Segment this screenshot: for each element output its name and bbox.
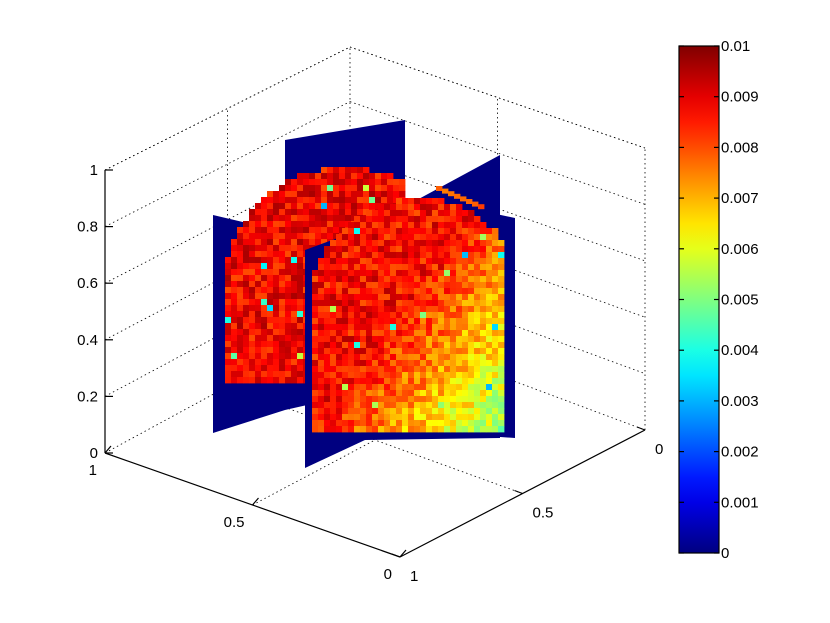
slice-voxels [312,198,505,433]
x-tick [391,553,401,558]
grid-line [104,319,351,454]
z-tick-label: 0.2 [77,388,98,405]
slice-planes [213,120,515,468]
x-tick-label: 1 [410,568,418,585]
colorbar-tick-label: 0.006 [721,241,759,258]
grid-line [349,319,646,431]
grid-line [104,46,351,171]
slice-front [305,155,515,468]
colorbar-tick-label: 0.005 [721,292,759,309]
colorbar: 0 0.001 0.002 0.003 0.004 0.005 0.006 0.007 0.00… [678,38,759,562]
colorbar-tick-label: 0.007 [721,190,759,207]
z-tick-label: 0.4 [77,332,98,349]
colorbar-tick-label: 0.009 [721,89,759,106]
grid-line [252,374,498,506]
colorbar-tick-label: 0.003 [721,393,759,410]
z-tick-label: 0 [90,445,98,462]
tick-labels: 0 0.2 0.4 0.6 0.8 1 1 0.5 0 0 0.5 1 [77,162,663,585]
grid-line [104,265,351,397]
x-tick-label: 0.5 [533,505,554,522]
x-tick [636,426,646,431]
colorbar-tick-label: 0.004 [721,342,759,359]
slice-edge-strip [436,186,485,210]
y-tick-label: 0 [384,566,392,583]
grid-line [349,210,646,318]
x-tick [514,489,523,495]
colorbar-gradient [678,45,720,554]
z-tick-label: 1 [90,162,98,179]
colorbar-tick-label: 0 [721,545,729,562]
colorbar-tick-label: 0.01 [721,38,750,55]
colorbar-tick-label: 0.002 [721,444,759,461]
grid-line [104,101,351,227]
y-tick [252,497,259,506]
y-tick-label: 1 [89,462,97,479]
z-tick-label: 0.8 [77,219,98,236]
z-tick-label: 0.6 [77,275,98,292]
y-tick [399,549,407,558]
y-tick [104,445,112,454]
grid-line [349,265,646,374]
colorbar-tick-label: 0.008 [721,139,759,156]
colorbar-tick-label: 0.001 [721,494,759,511]
x-tick-label: 0 [655,441,663,458]
y-tick-label: 0.5 [224,514,245,531]
